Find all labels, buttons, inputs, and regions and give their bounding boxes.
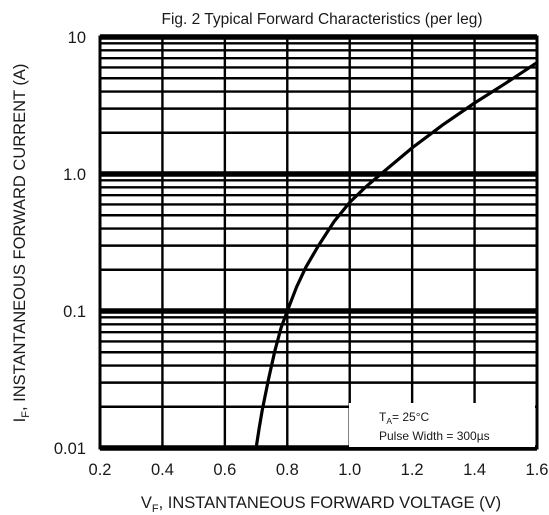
y-axis-label: IF, INSTANTANEOUS FORWARD CURRENT (A) — [11, 64, 32, 423]
x-tick-label: 1.4 — [463, 461, 486, 479]
y-axis-ticks: 0.01 0.1 1.0 10 — [54, 29, 86, 458]
y-tick-label: 1.0 — [63, 166, 86, 184]
grid-lines — [98, 34, 539, 451]
plot-frame — [98, 35, 539, 450]
y-tick-label: 10 — [68, 29, 86, 47]
x-tick-label: 1.0 — [338, 461, 361, 479]
x-tick-label: 0.2 — [89, 461, 112, 479]
pulse-width-annotation: Pulse Width = 300µs — [379, 429, 490, 443]
conditions-annotation-box: TA= 25°C Pulse Width = 300µs — [349, 403, 535, 447]
x-axis-ticks: 0.2 0.4 0.6 0.8 1.0 1.2 1.4 1.6 — [89, 461, 549, 479]
x-tick-label: 0.4 — [151, 461, 174, 479]
x-tick-label: 1.6 — [526, 461, 549, 479]
x-tick-label: 0.8 — [276, 461, 299, 479]
forward-characteristic-curve — [254, 61, 539, 450]
temperature-annotation: TA= 25°C — [379, 410, 430, 426]
plot-area — [254, 61, 539, 450]
plot-background — [100, 37, 537, 448]
y-tick-label: 0.01 — [54, 440, 86, 458]
y-tick-label: 0.1 — [63, 303, 86, 321]
chart-title: Fig. 2 Typical Forward Characteristics (… — [161, 11, 482, 28]
x-axis-label: VF, INSTANTANEOUS FORWARD VOLTAGE (V) — [141, 494, 501, 515]
x-tick-label: 0.6 — [213, 461, 236, 479]
x-tick-label: 1.2 — [401, 461, 424, 479]
